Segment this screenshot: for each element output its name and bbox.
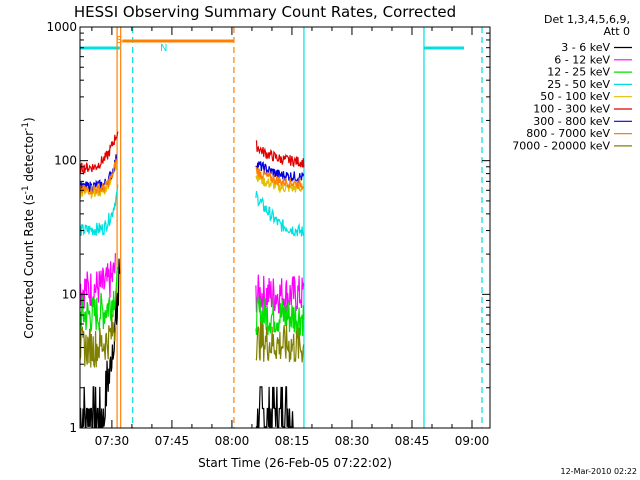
series-line [79,314,116,369]
legend-entry: 100 - 300 keV [533,103,610,116]
legend-header: Det 1,3,4,5,6,9, [544,13,630,26]
legend-entry: 7000 - 20000 keV [512,139,610,152]
legend-entry: 3 - 6 keV [561,41,610,54]
series-line [255,321,305,363]
legend-entry: 12 - 25 keV [547,66,610,79]
y-tick-label: 1 [69,421,77,435]
series-line [79,154,118,193]
series-line [255,172,305,193]
legend-entry: 6 - 12 keV [554,53,610,66]
y-tick-label: 1000 [46,20,77,34]
legend-header: Att 0 [604,25,630,38]
series-line [79,131,119,176]
legend-entry: 300 - 800 keV [533,115,610,128]
vertical-markers [116,27,483,428]
series-line [255,140,305,168]
y-tick-label: 10 [62,287,77,301]
series-line [79,267,119,332]
plot-frame [79,26,491,429]
series-line [255,295,305,337]
series-line [255,191,305,237]
series-line [80,258,121,428]
x-axis-label: Start Time (26-Feb-05 07:22:02) [198,456,392,470]
legend-entry: 25 - 50 keV [547,78,610,91]
series-line [79,158,118,196]
y-axis-label: Corrected Count Rate (s-1 detector-1) [21,117,36,338]
x-tick-label: 08:45 [395,434,430,448]
series-line [79,253,116,309]
chart-title: HESSI Observing Summary Count Rates, Cor… [74,3,456,21]
x-tick-label: 09:00 [455,434,490,448]
timestamp: 12-Mar-2010 02:22 [561,467,638,476]
saa-label: S [116,35,122,46]
x-tick-label: 07:30 [95,434,130,448]
x-tick-label: 07:45 [155,434,190,448]
series-line [79,165,118,200]
legend-entry: 800 - 7000 keV [526,127,610,140]
y-tick-label: 100 [54,154,77,168]
x-tick-label: 08:15 [275,434,310,448]
series-line [255,166,305,191]
legend-entry: 50 - 100 keV [540,90,610,103]
x-tick-label: 08:00 [215,434,250,448]
series-lines [79,131,305,428]
series-line [255,386,294,428]
x-tick-label: 08:30 [335,434,370,448]
series-line [79,184,119,237]
x-axis: 07:30 07:45 08:00 08:15 08:30 08:45 09:00 [91,27,490,448]
night-label: N [160,43,167,54]
y-axis: 1 10 100 1000 [46,20,490,435]
